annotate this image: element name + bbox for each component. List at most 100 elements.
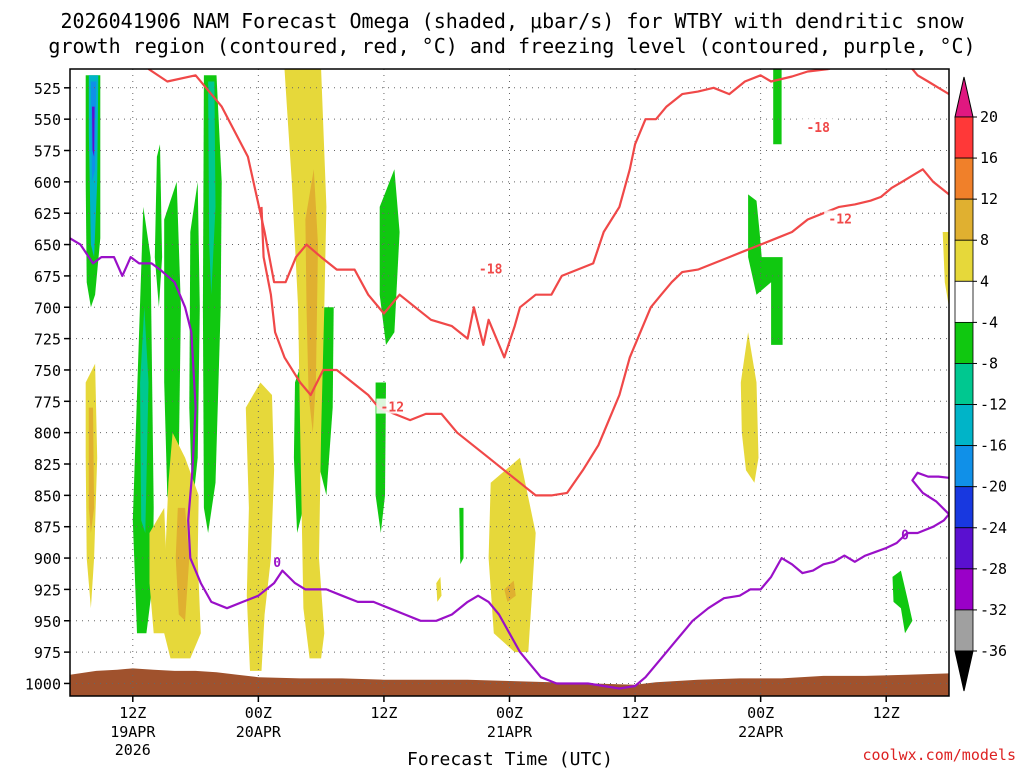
colorbar-bin (954, 404, 974, 447)
colorbar-label: -4 (980, 313, 998, 331)
colorbar-bin (954, 527, 974, 570)
dgz-label: -12 (828, 212, 851, 227)
colorbar-label: -20 (980, 478, 1007, 496)
omega-region-9 (202, 75, 222, 534)
omega-region-30 (942, 232, 949, 308)
colorbar-label: 12 (980, 190, 998, 208)
colorbar-label: 4 (980, 272, 989, 290)
y-tick-label: 725 (34, 331, 61, 349)
colorbar-bin (954, 239, 974, 282)
colorbar: 20 16 12 8 4 -4 -8 -12 -16 -20 -24 -28 -32 -36 (954, 76, 1007, 692)
plot-area: -18 -12 -18 -12 0 0 (69, 68, 950, 697)
y-tick-label: 600 (34, 174, 61, 192)
grid (70, 69, 949, 696)
dgz-label: -18 (806, 121, 830, 136)
omega-region-24 (149, 507, 168, 634)
y-tick-label: 875 (34, 519, 61, 537)
colorbar-bin (954, 321, 974, 364)
omega-region-16 (748, 194, 783, 345)
omega-region-15 (459, 507, 464, 565)
credit-text: coolwx.com/models (862, 746, 1016, 764)
x-axis-label: Forecast Time (UTC) (407, 749, 613, 768)
chart-title-line2: growth region (contoured, red, °C) and f… (48, 34, 975, 58)
x-tick-label-line1: 00Z (245, 704, 272, 722)
omega-region-18 (892, 570, 913, 634)
x-tick-label-line2: 22APR (738, 723, 784, 741)
colorbar-label: 8 (980, 231, 989, 249)
terrain (70, 668, 949, 696)
omega-region-7 (164, 181, 181, 521)
dgz-contour-1 (260, 168, 949, 497)
dgz-label-bg (474, 260, 507, 276)
y-tick-label: 750 (34, 362, 61, 380)
y-tick-label: 675 (34, 268, 61, 286)
y-tick-label: 900 (34, 550, 61, 568)
colorbar-label: -28 (980, 560, 1007, 578)
colorbar-bin (954, 445, 974, 488)
dgz-contour-2 (828, 69, 949, 96)
y-tick-label: 950 (34, 613, 61, 631)
omega-region-13 (379, 169, 400, 345)
omega-region-14 (375, 382, 386, 533)
omega-region-26 (88, 407, 95, 533)
y-axis: 525 550 575 600 625 650 675 700 725 750 775 800 825 8… (25, 80, 70, 693)
y-tick-label: 800 (34, 425, 61, 443)
omega-region-10 (208, 81, 216, 295)
omega-region-22 (175, 507, 190, 621)
colorbar-label: -8 (980, 354, 998, 372)
y-tick-label: 925 (34, 581, 61, 599)
omega-region-20 (305, 169, 318, 433)
dgz-label: -12 (381, 401, 404, 416)
y-tick-label: 625 (34, 205, 61, 223)
omega-region-31 (436, 576, 442, 602)
freezing-label: 0 (273, 556, 281, 571)
x-tick-label-line1: 12Z (873, 704, 900, 722)
freezing-level-line (70, 237, 949, 690)
y-tick-label: 1000 (25, 675, 61, 693)
y-tick-label: 975 (34, 644, 61, 662)
y-tick-label: 575 (34, 143, 61, 161)
y-tick-label: 525 (34, 80, 61, 98)
colorbar-top-arrow (954, 76, 974, 118)
omega-region-28 (504, 580, 516, 602)
x-tick-label-line1: 00Z (496, 704, 523, 722)
colorbar-label: -12 (980, 396, 1007, 414)
colorbar-label: -24 (980, 519, 1007, 537)
y-tick-label: 825 (34, 456, 61, 474)
colorbar-bin (954, 198, 974, 241)
omega-region-3 (92, 106, 95, 157)
colorbar-label: -16 (980, 437, 1007, 455)
freezing-label: 0 (901, 528, 909, 543)
colorbar-bin (954, 157, 974, 200)
y-tick-label: 775 (34, 393, 61, 411)
dgz-label: -18 (479, 263, 503, 278)
dgz-label-bg (824, 210, 857, 226)
y-tick-label: 650 (34, 237, 61, 255)
colorbar-label: 16 (980, 149, 998, 167)
colorbar-bin (954, 116, 974, 159)
x-tick-label-line2: 21APR (487, 723, 533, 741)
contour-labels: -18 -12 -18 -12 0 0 (273, 118, 909, 571)
x-tick-label-line1: 12Z (119, 704, 146, 722)
colorbar-bin (954, 280, 974, 323)
terrain-fill (70, 668, 949, 696)
x-tick-label-line2: 19APR (110, 723, 156, 741)
x-tick-label-line2: 20APR (236, 723, 282, 741)
omega-region-6 (154, 144, 163, 308)
omega-region-19 (284, 69, 327, 659)
dgz-label-bg (376, 398, 409, 414)
y-tick-label: 850 (34, 487, 61, 505)
colorbar-label: 20 (980, 108, 998, 126)
dgz-contour-0 (147, 69, 829, 359)
y-tick-label: 550 (34, 111, 61, 129)
x-tick-label-line3: 2026 (115, 741, 151, 759)
omega-shading (85, 69, 949, 671)
colorbar-bin (954, 568, 974, 611)
colorbar-label: -36 (980, 642, 1007, 660)
colorbar-bin (954, 609, 974, 652)
omega-region-8 (189, 181, 200, 508)
colorbar-bin (954, 363, 974, 405)
dendritic-growth-contours (147, 69, 949, 497)
